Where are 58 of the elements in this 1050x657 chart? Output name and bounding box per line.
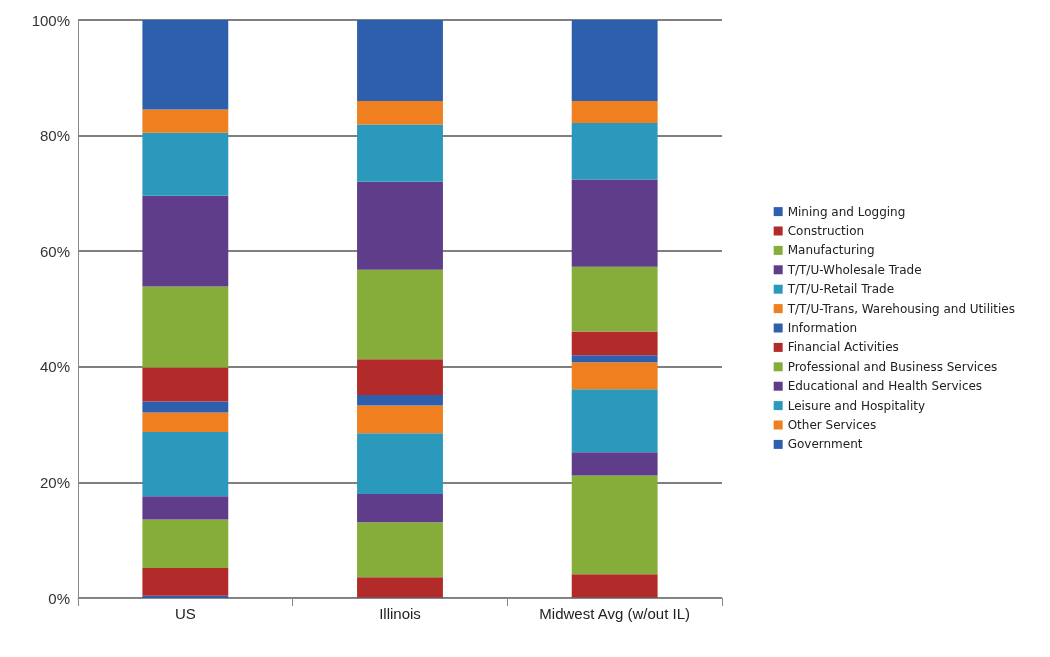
bar — [571, 179, 658, 267]
bar — [357, 395, 443, 406]
bar — [142, 20, 229, 110]
legend-label: Educational and Health Services — [787, 379, 983, 394]
x-tick-label: US — [174, 605, 196, 622]
y-tick-label: 20% — [39, 473, 70, 491]
bar — [571, 355, 658, 363]
bar — [142, 412, 229, 433]
bar — [571, 452, 658, 476]
bar — [571, 331, 658, 356]
legend-label: Construction — [787, 224, 865, 238]
bar — [142, 132, 229, 196]
bar — [357, 20, 443, 101]
bar — [571, 266, 658, 332]
bar — [357, 269, 443, 360]
bar — [571, 20, 658, 101]
bar — [571, 574, 658, 598]
legend-label: T/T/U-Retail Trade — [786, 282, 895, 297]
bar — [142, 567, 229, 596]
bar — [357, 405, 443, 434]
y-tick-label: 0% — [48, 589, 70, 607]
bar — [357, 124, 443, 182]
bar — [142, 195, 229, 287]
legend-label: Professional and Business Services — [787, 359, 998, 374]
bar — [571, 122, 658, 180]
bar — [357, 359, 443, 396]
legend-label: Other Services — [787, 418, 877, 432]
y-tick-label: 80% — [39, 127, 70, 145]
bar — [571, 389, 658, 453]
bar — [571, 100, 658, 123]
legend-label: Manufacturing — [787, 243, 875, 258]
legend-label: Government — [787, 437, 863, 452]
bar — [142, 519, 229, 568]
legend-label: Information — [787, 321, 858, 335]
bar — [142, 432, 229, 497]
bar — [571, 362, 658, 390]
bar — [357, 100, 443, 125]
bar — [142, 401, 229, 413]
x-tick-label: Illinois — [379, 605, 421, 622]
legend-label: Leisure and Hospitality — [787, 398, 926, 413]
bar — [357, 181, 443, 270]
legend-label: Mining and Logging — [787, 204, 906, 219]
bar — [571, 475, 658, 575]
bar — [142, 286, 229, 368]
legend-label: Financial Activities — [787, 340, 899, 355]
y-tick-label: 60% — [39, 242, 70, 260]
x-tick-label: Midwest Avg (w/out IL) — [539, 605, 690, 622]
bar — [357, 577, 443, 598]
bar — [357, 433, 443, 494]
bar — [142, 367, 229, 402]
y-tick-label: 100% — [31, 11, 70, 29]
bar — [142, 109, 229, 133]
bar — [357, 493, 443, 523]
bar — [142, 496, 229, 520]
y-tick-label: 40% — [39, 358, 70, 376]
bar — [357, 522, 443, 578]
legend-label: T/T/U-Wholesale Trade — [786, 262, 922, 277]
legend-label: T/T/U-Trans, Warehousing and Utilities — [786, 301, 1016, 316]
